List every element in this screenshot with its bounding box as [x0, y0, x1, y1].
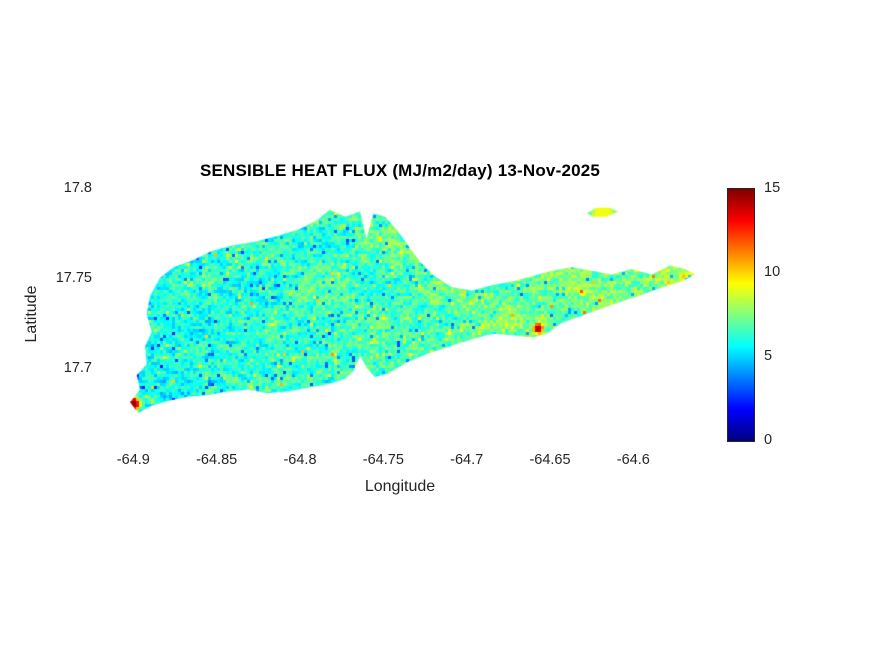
x-axis-label: Longitude	[364, 478, 436, 495]
x-tick-label: -64.75	[362, 452, 404, 468]
colorbar-tick-label: 15	[764, 180, 781, 196]
colorbar-tick-label: 0	[764, 432, 773, 448]
heatmap-canvas	[100, 188, 700, 440]
x-tick-label: -64.65	[529, 452, 571, 468]
y-tick-label: 17.8	[63, 180, 92, 196]
chart-title: SENSIBLE HEAT FLUX (MJ/m2/day) 13-Nov-20…	[199, 161, 601, 180]
x-tick-label: -64.6	[616, 452, 650, 468]
y-tick-label: 17.7	[63, 360, 92, 376]
colorbar-gradient	[727, 188, 755, 442]
colorbar-tick-label: 5	[764, 348, 773, 364]
x-tick-label: -64.8	[283, 452, 317, 468]
y-axis-label: Latitude	[23, 285, 40, 343]
x-tick-label: -64.85	[196, 452, 238, 468]
x-tick-label: -64.9	[116, 452, 150, 468]
y-tick-label: 17.75	[55, 270, 92, 286]
x-tick-label: -64.7	[450, 452, 484, 468]
colorbar-tick-label: 10	[764, 264, 781, 280]
